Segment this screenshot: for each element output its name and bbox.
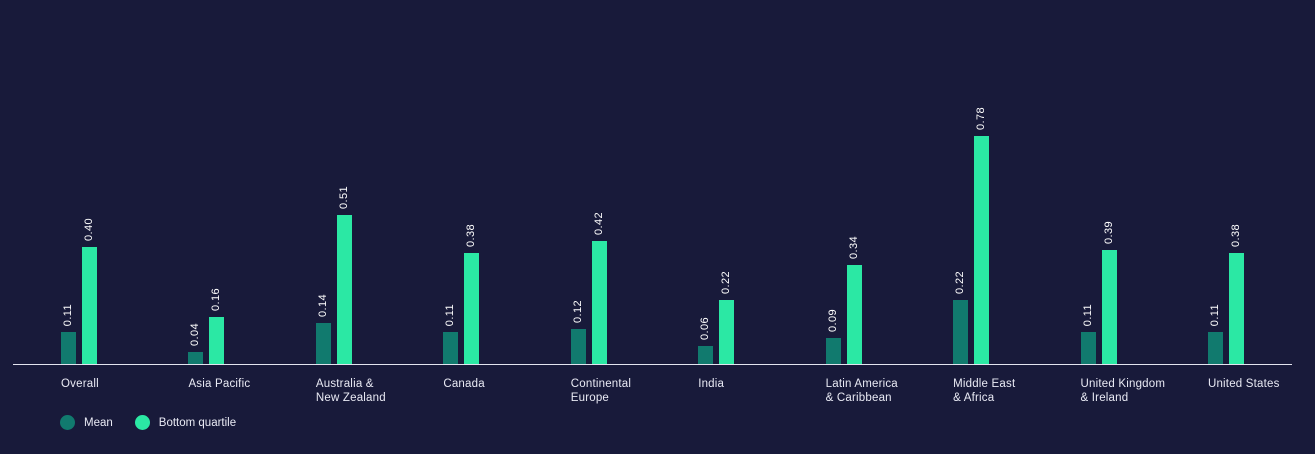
bar-bottom_quartile-6 — [719, 300, 735, 364]
bar-mean-4 — [443, 332, 459, 364]
bar-mean-10 — [1207, 332, 1223, 364]
bar-mean-1 — [61, 332, 76, 364]
category-label-5: Continental Europe — [570, 378, 632, 404]
legend-label-mean: Mean — [84, 416, 113, 429]
category-label-8: Middle East & Africa — [953, 378, 1016, 404]
category-label-3: Australia & New Zealand — [315, 378, 386, 404]
value-label-bottom_quartile-1: 0.40 — [83, 217, 95, 241]
bar-mean-8 — [953, 300, 969, 364]
value-label-bottom_quartile-7: 0.34 — [847, 235, 860, 259]
value-label-mean-7: 0.09 — [826, 308, 839, 332]
legend-item-mean: Mean — [60, 415, 113, 430]
value-label-mean-10: 0.11 — [1208, 303, 1221, 326]
mean-swatch-icon — [60, 415, 75, 430]
value-label-bottom_quartile-8: 0.78 — [975, 106, 988, 130]
value-label-bottom_quartile-5: 0.42 — [592, 211, 605, 235]
value-label-bottom_quartile-3: 0.51 — [337, 185, 350, 209]
category-label-10: United States — [1207, 378, 1280, 390]
value-label-mean-8: 0.22 — [954, 270, 967, 294]
value-label-mean-6: 0.06 — [699, 316, 712, 340]
bar-bottom_quartile-2 — [209, 317, 225, 364]
bar-mean-3 — [315, 323, 331, 364]
category-label-1: Overall — [61, 378, 99, 390]
bar-mean-9 — [1080, 332, 1096, 364]
value-label-mean-4: 0.11 — [444, 303, 457, 326]
category-label-6: India — [698, 378, 725, 390]
value-label-mean-5: 0.12 — [571, 299, 584, 323]
bar-bottom_quartile-3 — [336, 215, 352, 364]
value-label-bottom_quartile-9: 0.39 — [1102, 220, 1115, 244]
legend-label-bottom-quartile: Bottom quartile — [158, 416, 237, 429]
bottom-quartile-swatch-icon — [134, 415, 150, 430]
bar-bottom_quartile-10 — [1228, 253, 1244, 364]
category-label-9: United Kingdom & Ireland — [1080, 378, 1166, 404]
legend: Mean Bottom quartile — [60, 415, 236, 430]
x-axis-line — [13, 364, 1292, 365]
bar-bottom_quartile-8 — [974, 136, 990, 364]
value-label-mean-9: 0.11 — [1081, 303, 1094, 326]
bar-bottom_quartile-9 — [1101, 250, 1117, 364]
value-label-bottom_quartile-10: 0.38 — [1229, 223, 1242, 247]
category-label-2: Asia Pacific — [188, 378, 251, 390]
bar-mean-7 — [825, 338, 841, 364]
bar-bottom_quartile-4 — [464, 253, 480, 364]
bar-bottom_quartile-5 — [591, 241, 607, 364]
value-label-mean-1: 0.11 — [62, 303, 74, 326]
bar-mean-2 — [188, 352, 204, 364]
value-label-bottom_quartile-4: 0.38 — [465, 223, 478, 247]
value-label-mean-3: 0.14 — [316, 293, 329, 317]
bar-bottom_quartile-1 — [82, 247, 97, 364]
legend-item-bottom-quartile: Bottom quartile — [134, 415, 237, 430]
bar-bottom_quartile-7 — [846, 265, 862, 364]
bar-mean-6 — [698, 346, 714, 364]
category-label-4: Canada — [443, 378, 485, 390]
value-label-mean-2: 0.04 — [189, 322, 202, 346]
value-label-bottom_quartile-6: 0.22 — [720, 270, 733, 294]
category-label-7: Latin America & Caribbean — [825, 378, 898, 404]
bar-mean-5 — [570, 329, 586, 364]
value-label-bottom_quartile-2: 0.16 — [210, 287, 223, 311]
